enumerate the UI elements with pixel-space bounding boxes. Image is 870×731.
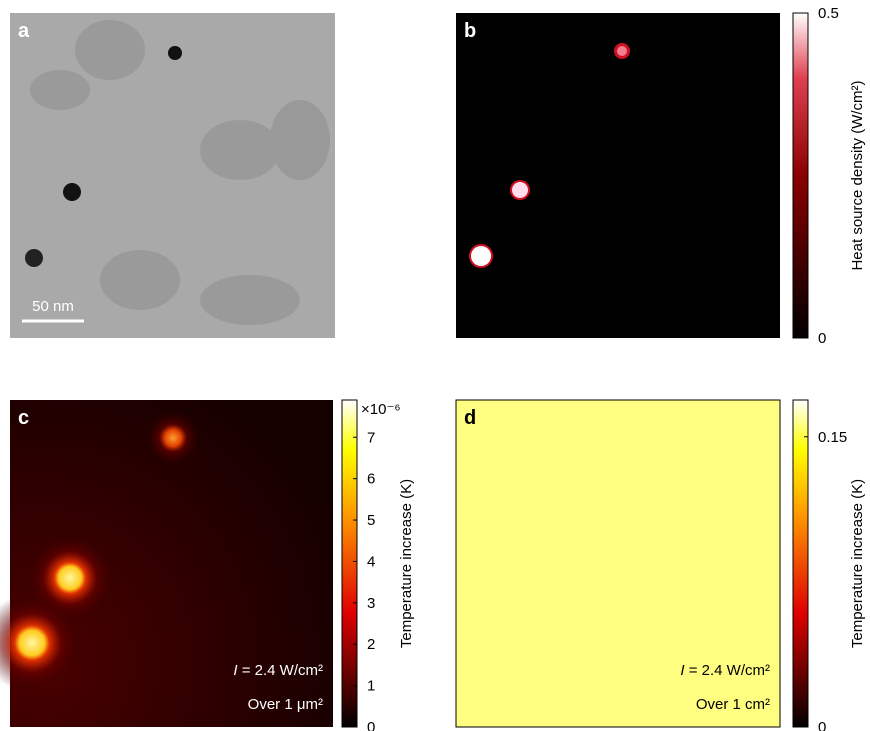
hotspot <box>145 410 201 466</box>
annotation: I = 2.4 W/cm² <box>233 662 323 679</box>
colorbar <box>792 12 809 339</box>
colorbar-tick-label: 1 <box>367 678 375 695</box>
panel-label: d <box>464 407 476 429</box>
annotation: Over 1 cm² <box>696 696 770 713</box>
colorbar-tick-label: 0 <box>818 330 826 347</box>
texture <box>30 20 330 325</box>
annotation-text: Over 1 cm² <box>696 696 770 713</box>
panel-a: 50 nm <box>10 13 335 338</box>
colorbar-tick-label: 0 <box>818 719 826 731</box>
map <box>455 399 781 728</box>
colorbar <box>792 399 809 728</box>
particle <box>25 249 43 267</box>
scale-bar-label: 50 nm <box>32 298 74 315</box>
hotspot <box>0 593 82 693</box>
colorbar-tick-label: 0 <box>367 719 375 731</box>
colorbar-label: Temperature increase (K) <box>398 479 415 648</box>
colorbar-tick-label: 5 <box>367 512 375 529</box>
colorbar-label: Temperature increase (K) <box>849 479 866 648</box>
particle <box>168 46 182 60</box>
annotation-variable: I <box>233 662 237 679</box>
panel-d <box>455 399 781 728</box>
colorbar-label: Heat source density (W/cm²) <box>849 80 866 270</box>
annotation-text: = 2.4 W/cm² <box>685 662 770 679</box>
colorbar-multiplier: ×10⁻⁶ <box>361 401 401 418</box>
colorbar-tick-label: 4 <box>367 553 375 570</box>
map <box>456 13 780 338</box>
panel-label: a <box>18 20 30 42</box>
panel-label: b <box>464 20 476 42</box>
colorbar-tick-label: 7 <box>367 429 375 446</box>
annotation: Over 1 μm² <box>248 696 323 713</box>
annotation-text: = 2.4 W/cm² <box>238 662 323 679</box>
annotation: I = 2.4 W/cm² <box>680 662 770 679</box>
colorbar-tick-label: 3 <box>367 595 375 612</box>
colorbar-tick-label: 0.15 <box>818 429 847 446</box>
annotation-text: Over 1 μm² <box>248 696 323 713</box>
panel-label: c <box>18 407 29 429</box>
annotation-variable: I <box>680 662 684 679</box>
panel-b <box>456 13 780 338</box>
colorbar-tick-label: 6 <box>367 471 375 488</box>
particle <box>63 183 81 201</box>
colorbar <box>341 399 358 728</box>
colorbar-tick-label: 2 <box>367 636 375 653</box>
panel-c <box>0 400 333 727</box>
colorbar-tick-label: 0.5 <box>818 5 839 22</box>
